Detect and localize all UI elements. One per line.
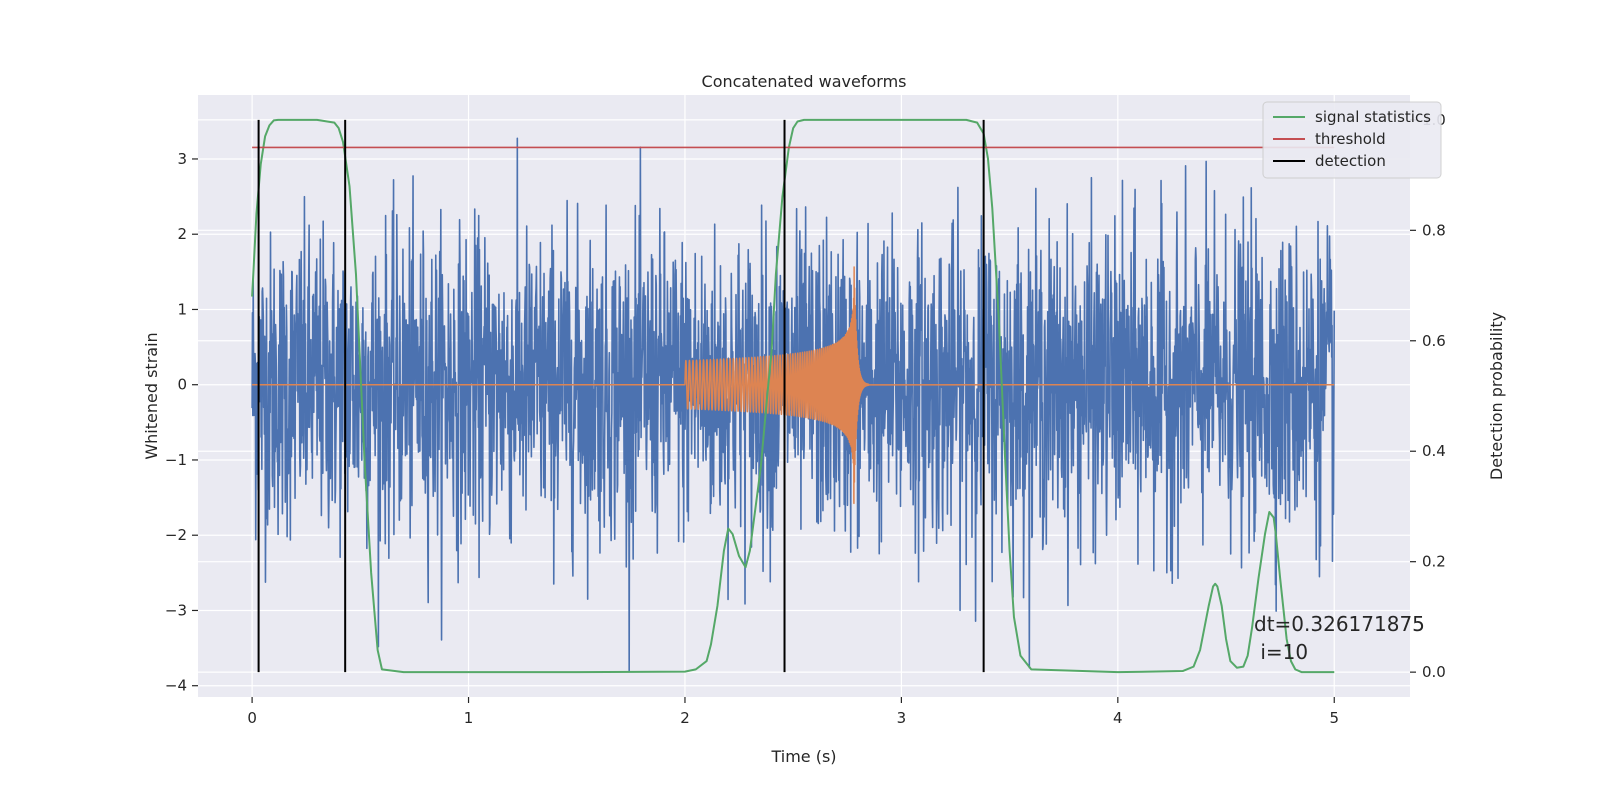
annotation-line-2: i=10 — [1254, 640, 1308, 664]
annotation-line-1: dt=0.326171875 — [1254, 612, 1425, 636]
y-tick-label: 3 — [177, 150, 187, 168]
y-tick-label: −1 — [165, 451, 187, 469]
x-tick-label: 4 — [1113, 709, 1123, 727]
legend-label: signal statistics — [1315, 108, 1431, 126]
legend-label: detection — [1315, 152, 1386, 170]
clipped-series — [251, 118, 1336, 674]
y-axis-label: Whitened strain — [142, 332, 161, 459]
chirp-series-line — [252, 266, 1335, 505]
y2-tick-label: 0.4 — [1422, 442, 1446, 460]
x-axis-label: Time (s) — [770, 747, 836, 766]
y2-axis-label: Detection probability — [1487, 312, 1506, 480]
y2-tick-label: 0.0 — [1422, 663, 1446, 681]
y-tick-label: 0 — [177, 376, 187, 394]
data-layer — [251, 118, 1336, 674]
y-tick-label: −3 — [165, 601, 187, 619]
y2-tick-label: 0.6 — [1422, 332, 1446, 350]
y-tick-label: 2 — [177, 225, 187, 243]
legend-label: threshold — [1315, 130, 1386, 148]
y-tick-label: −2 — [165, 526, 187, 544]
signal-statistics-line — [251, 118, 1335, 674]
chart-title: Concatenated waveforms — [702, 72, 907, 91]
x-tick-label: 5 — [1329, 709, 1339, 727]
y2-tick-label: 0.8 — [1422, 221, 1446, 239]
annotation: dt=0.326171875 i=10 — [1254, 612, 1425, 664]
legend-box — [1262, 101, 1442, 179]
y-tick-label: −4 — [165, 677, 187, 695]
x-tick-label: 1 — [464, 709, 474, 727]
y2-tick-label: 0.2 — [1422, 553, 1446, 571]
x-tick-label: 3 — [897, 709, 907, 727]
x-tick-label: 0 — [247, 709, 257, 727]
y-tick-label: 1 — [177, 300, 187, 318]
legend: signal statistics threshold detection — [1262, 101, 1442, 179]
x-tick-label: 2 — [680, 709, 690, 727]
